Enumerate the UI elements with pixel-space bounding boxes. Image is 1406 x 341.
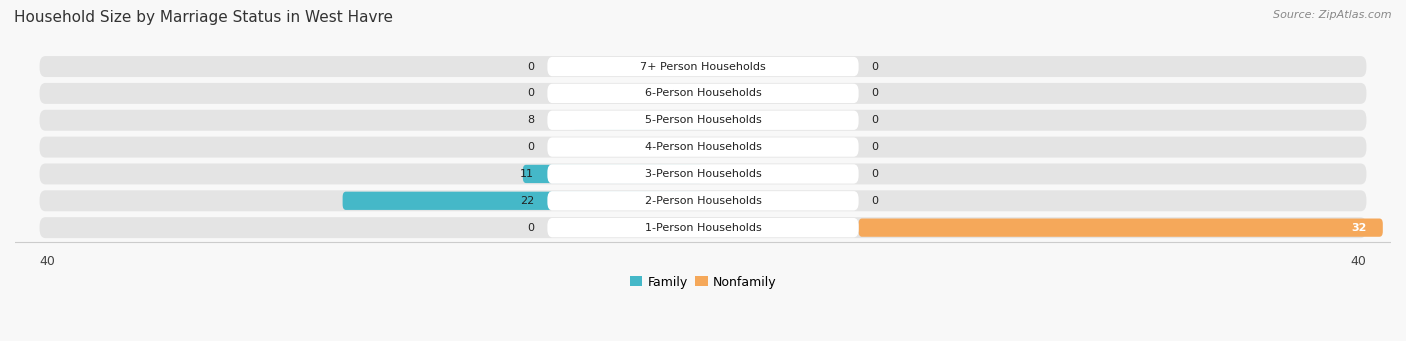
Text: 0: 0 xyxy=(872,62,879,72)
Text: 0: 0 xyxy=(527,142,534,152)
Text: 32: 32 xyxy=(1351,223,1367,233)
Text: 4-Person Households: 4-Person Households xyxy=(644,142,762,152)
Text: 0: 0 xyxy=(872,88,879,99)
FancyBboxPatch shape xyxy=(39,83,1367,104)
FancyBboxPatch shape xyxy=(39,217,1367,238)
Text: 22: 22 xyxy=(520,196,534,206)
FancyBboxPatch shape xyxy=(39,137,1367,158)
Text: 11: 11 xyxy=(520,169,534,179)
FancyBboxPatch shape xyxy=(547,137,859,157)
Text: Household Size by Marriage Status in West Havre: Household Size by Marriage Status in Wes… xyxy=(14,10,394,25)
Text: 0: 0 xyxy=(872,142,879,152)
FancyBboxPatch shape xyxy=(39,190,1367,211)
Text: 7+ Person Households: 7+ Person Households xyxy=(640,62,766,72)
FancyBboxPatch shape xyxy=(547,191,859,210)
FancyBboxPatch shape xyxy=(39,163,1367,184)
FancyBboxPatch shape xyxy=(547,164,859,183)
Text: 0: 0 xyxy=(527,223,534,233)
Text: 0: 0 xyxy=(527,62,534,72)
Text: 0: 0 xyxy=(527,88,534,99)
Text: Source: ZipAtlas.com: Source: ZipAtlas.com xyxy=(1274,10,1392,20)
Text: 1-Person Households: 1-Person Households xyxy=(644,223,762,233)
FancyBboxPatch shape xyxy=(39,56,1367,77)
FancyBboxPatch shape xyxy=(343,192,703,210)
FancyBboxPatch shape xyxy=(859,219,1384,237)
FancyBboxPatch shape xyxy=(39,110,1367,131)
Text: 6-Person Households: 6-Person Households xyxy=(644,88,762,99)
Text: 0: 0 xyxy=(872,196,879,206)
FancyBboxPatch shape xyxy=(523,165,703,183)
Text: 5-Person Households: 5-Person Households xyxy=(644,115,762,125)
Legend: Family, Nonfamily: Family, Nonfamily xyxy=(624,271,782,294)
FancyBboxPatch shape xyxy=(572,111,703,129)
Text: 3-Person Households: 3-Person Households xyxy=(644,169,762,179)
FancyBboxPatch shape xyxy=(547,110,859,130)
FancyBboxPatch shape xyxy=(547,57,859,76)
FancyBboxPatch shape xyxy=(547,218,859,237)
Text: 0: 0 xyxy=(872,169,879,179)
Text: 8: 8 xyxy=(527,115,534,125)
FancyBboxPatch shape xyxy=(547,84,859,103)
Text: 2-Person Households: 2-Person Households xyxy=(644,196,762,206)
Text: 0: 0 xyxy=(872,115,879,125)
